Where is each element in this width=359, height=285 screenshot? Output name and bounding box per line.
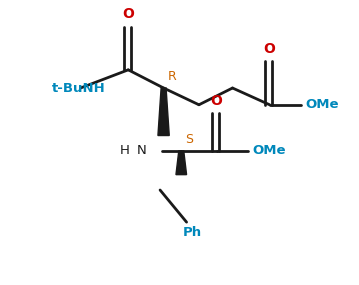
Text: t-BuNH: t-BuNH bbox=[52, 82, 106, 95]
Text: Ph: Ph bbox=[182, 226, 201, 239]
Text: R: R bbox=[168, 70, 177, 83]
Polygon shape bbox=[176, 151, 187, 175]
Polygon shape bbox=[158, 88, 169, 135]
Text: O: O bbox=[264, 42, 276, 56]
Text: O: O bbox=[211, 93, 223, 107]
Text: H: H bbox=[120, 144, 130, 157]
Text: OMe: OMe bbox=[305, 98, 339, 111]
Text: N: N bbox=[136, 144, 146, 157]
Text: OMe: OMe bbox=[252, 144, 285, 157]
Text: O: O bbox=[122, 7, 134, 21]
Text: S: S bbox=[186, 133, 194, 146]
